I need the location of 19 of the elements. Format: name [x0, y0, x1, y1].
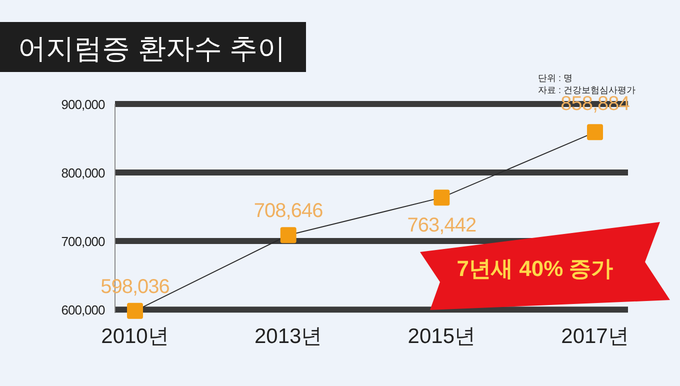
text: 단위 : 명 — [538, 73, 573, 83]
y-tick-label: 600,000 — [61, 302, 106, 318]
data-label: 763,442 — [407, 214, 476, 237]
annotation: 7년새 40% 증가 — [456, 256, 614, 281]
point — [434, 190, 450, 206]
point — [587, 124, 603, 140]
x-tick-label: 2010년 — [101, 325, 169, 348]
y-tick-label: 900,000 — [61, 97, 106, 112]
x-tick-label: 2015년 — [408, 325, 476, 348]
data-label: 708,646 — [254, 200, 324, 222]
x-tick-label: 2017년 — [561, 325, 629, 348]
y-tick-label: 700,000 — [61, 234, 106, 250]
x-tick-label: 2013년 — [254, 325, 322, 348]
point — [280, 227, 296, 244]
point — [127, 302, 143, 319]
title: 어지럼증 환자수 추이 — [0, 22, 306, 72]
chart-title: 어지럼증 환자수 추이 — [18, 33, 286, 64]
y-tick-label: 800,000 — [61, 166, 106, 181]
text: 자료 : 건강보험심사평가 — [538, 85, 636, 95]
